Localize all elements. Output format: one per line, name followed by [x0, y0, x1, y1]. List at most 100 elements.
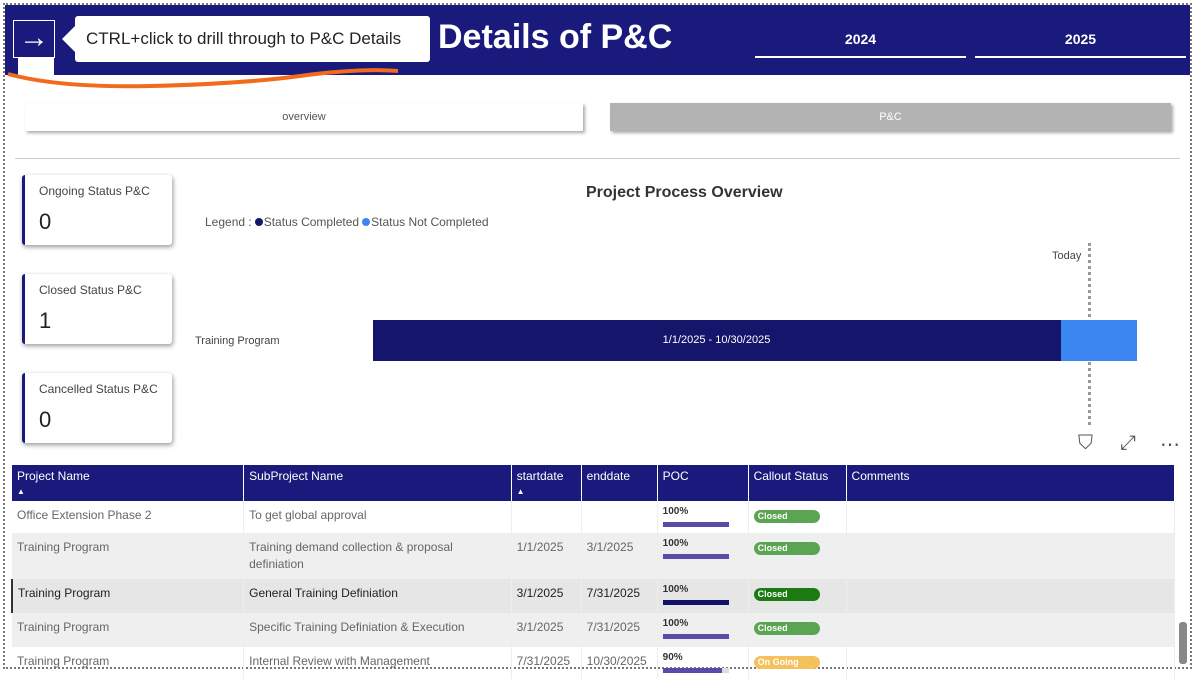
status-cell: Closed [748, 579, 847, 613]
enddate-cell [581, 501, 658, 533]
comments-cell [846, 613, 1176, 647]
filter-icon[interactable]: ⛉ [1078, 432, 1093, 454]
subproject-cell: Specific Training Definiation & Executio… [243, 613, 512, 647]
poc-value: 100% [662, 584, 689, 595]
poc-value: 100% [662, 618, 689, 629]
poc-cell: 100% [657, 501, 749, 533]
project-name-cell: Office Extension Phase 2 [12, 501, 245, 533]
legend-dot [254, 218, 263, 226]
column-header-label: startdate [516, 469, 564, 483]
startdate-cell: 7/31/2025 [511, 647, 582, 679]
startdate-cell [511, 501, 582, 533]
kpi-value: 0 [39, 407, 52, 432]
startdate-cell: 3/1/2025 [511, 613, 582, 647]
poc-value: 100% [662, 538, 689, 549]
legend-dot [362, 218, 371, 226]
kpi-label: Ongoing Status P&C [39, 184, 150, 198]
tab-pc[interactable]: P&C [610, 103, 1171, 131]
status-badge: Closed [753, 588, 820, 601]
poc-progress-bar [662, 634, 729, 639]
status-badge: Closed [753, 510, 820, 523]
poc-progress-bar [662, 522, 729, 527]
divider [15, 158, 1180, 159]
status-cell: Closed [748, 533, 847, 579]
subproject-cell: General Training Definiation [243, 579, 512, 613]
column-header[interactable]: enddate [581, 465, 658, 501]
status-badge: Closed [753, 622, 820, 635]
table-scrollbar[interactable] [1179, 622, 1187, 664]
gantt-bar-not-completed[interactable] [1060, 320, 1137, 361]
kpi-card-closed: Closed Status P&C 1 [22, 274, 172, 344]
status-badge: Closed [753, 542, 820, 555]
comments-cell [846, 579, 1176, 613]
kpi-card-cancelled: Cancelled Status P&C 0 [22, 373, 172, 443]
column-header[interactable]: startdate ▲ [511, 465, 582, 501]
sort-ascending-icon: ▲ [17, 487, 25, 496]
arrow-right-icon[interactable]: → [13, 20, 55, 58]
project-name-cell: Training Program [12, 533, 245, 579]
status-cell: Closed [748, 613, 847, 647]
subproject-cell: Internal Review with Management [243, 647, 512, 679]
enddate-cell: 7/31/2025 [581, 613, 658, 647]
subproject-cell: Training demand collection & proposal de… [243, 533, 512, 579]
page-title: Details of P&C [438, 18, 673, 56]
year-button-2024[interactable]: 2024 [755, 28, 966, 58]
column-header[interactable]: Callout Status [748, 465, 847, 501]
comments-cell [846, 647, 1176, 679]
gantt-row-label: Training Program [195, 335, 280, 347]
poc-cell: 100% [657, 613, 749, 647]
poc-progress-bar [662, 600, 729, 605]
year-button-2025[interactable]: 2025 [975, 28, 1186, 58]
details-table: Project Name ▲ SubProject Name startdate ▲ en… [11, 465, 1176, 679]
kpi-label: Closed Status P&C [39, 283, 142, 297]
enddate-cell: 10/30/2025 [581, 647, 658, 679]
table-row[interactable]: Training Program Training demand collecti… [12, 533, 1176, 579]
kpi-value: 1 [39, 308, 52, 333]
legend-prefix: Legend : [205, 215, 252, 229]
comments-cell [846, 533, 1176, 579]
gantt-bar-completed[interactable] [373, 320, 1061, 361]
project-name-cell: Training Program [12, 613, 245, 647]
project-name-cell: Training Program [12, 647, 245, 679]
enddate-cell: 7/31/2025 [581, 579, 658, 613]
column-header[interactable]: Project Name ▲ [12, 465, 245, 501]
poc-progress-bar [662, 554, 729, 559]
focus-mode-icon[interactable]: ⤢ [1120, 432, 1136, 454]
drillthrough-tooltip: CTRL+click to drill through to P&C Detai… [62, 16, 430, 62]
table-row[interactable]: Training Program Internal Review with Man… [12, 647, 1176, 679]
kpi-label: Cancelled Status P&C [39, 382, 158, 396]
subproject-cell: To get global approval [243, 501, 512, 533]
annotation-underline [7, 68, 399, 89]
table-row[interactable]: Training Program General Training Definia… [11, 579, 1176, 613]
chart-title: Project Process Overview [586, 184, 783, 201]
table-row[interactable]: Office Extension Phase 2 To get global ap… [12, 501, 1176, 533]
poc-progress-bar [662, 668, 729, 673]
status-cell: Closed [748, 501, 847, 533]
startdate-cell: 1/1/2025 [511, 533, 582, 579]
status-cell: On Going [748, 647, 847, 679]
chart-legend: Legend : Status Completed Status Not Compl… [205, 215, 489, 229]
status-badge: On Going [753, 656, 820, 669]
today-label: Today [1052, 250, 1082, 262]
enddate-cell: 3/1/2025 [581, 533, 658, 579]
poc-cell: 100% [657, 579, 749, 613]
column-header[interactable]: POC [657, 465, 749, 501]
comments-cell [846, 501, 1176, 533]
column-header[interactable]: SubProject Name [243, 465, 512, 501]
poc-value: 90% [662, 652, 683, 663]
gantt-bar-label: 1/1/2025 - 10/30/2025 [662, 334, 771, 346]
column-header-label: Project Name [17, 469, 90, 483]
kpi-value: 0 [39, 209, 52, 234]
column-header[interactable]: Comments [846, 465, 1176, 501]
poc-cell: 90% [657, 647, 749, 679]
legend-item: Status Not Completed [371, 215, 489, 229]
table-row[interactable]: Training Program Specific Training Defini… [12, 613, 1176, 647]
tab-overview[interactable]: overview [25, 103, 583, 131]
sort-ascending-icon: ▲ [516, 487, 525, 496]
kpi-card-ongoing: Ongoing Status P&C 0 [22, 175, 172, 245]
more-options-icon[interactable]: ⋯ [1160, 434, 1180, 456]
project-name-cell: Training Program [11, 579, 245, 613]
startdate-cell: 3/1/2025 [511, 579, 582, 613]
legend-item: Status Completed [263, 215, 360, 229]
poc-cell: 100% [657, 533, 749, 579]
